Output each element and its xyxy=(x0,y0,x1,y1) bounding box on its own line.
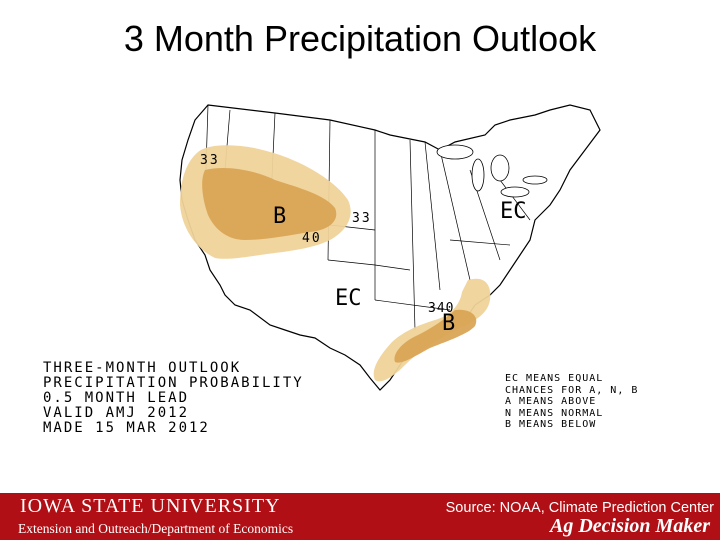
outlook-line: MADE 15 MAR 2012 xyxy=(43,420,210,436)
contour-label-gulf: 340 xyxy=(428,301,454,316)
footer-subtitle: Extension and Outreach/Department of Eco… xyxy=(18,521,294,536)
outlook-line: 0.5 MONTH LEAD xyxy=(43,390,190,406)
contour-label-west-outer: 33 xyxy=(200,153,220,168)
region-label-south-ec: EC xyxy=(335,286,362,311)
contour-label-west-inner: 40 xyxy=(302,231,322,246)
region-label-gulf-b: B xyxy=(442,311,455,336)
outlook-line: PRECIPITATION PROBABILITY xyxy=(43,375,304,391)
ag-decision-maker-logo: Ag Decision Maker xyxy=(550,515,710,537)
outlook-line: THREE-MONTH OUTLOOK xyxy=(43,360,242,376)
slide-title: 3 Month Precipitation Outlook xyxy=(123,18,597,59)
contour-label-west-central: 33 xyxy=(352,211,372,226)
legend-line: N MEANS NORMAL xyxy=(505,407,604,419)
precipitation-outlook-map: 33 33 40 340 B EC EC B xyxy=(30,80,690,455)
legend-line: CHANCES FOR A, N, B xyxy=(505,384,639,396)
region-label-west-b: B xyxy=(273,204,286,229)
outlook-info-text: THREE-MONTH OUTLOOK PRECIPITATION PROBAB… xyxy=(43,361,304,436)
source-note: Source: NOAA, Climate Prediction Center xyxy=(445,500,714,516)
isu-logo: IOWA STATE UNIVERSITY xyxy=(20,495,281,517)
footer-bar: IOWA STATE UNIVERSITY Extension and Outr… xyxy=(0,493,720,540)
outlook-line: VALID AMJ 2012 xyxy=(43,405,190,421)
map-legend: EC MEANS EQUAL CHANCES FOR A, N, B A MEA… xyxy=(505,373,638,431)
legend-line: EC MEANS EQUAL xyxy=(505,373,604,384)
region-label-east-ec: EC xyxy=(500,199,527,224)
west-below-40-area xyxy=(202,168,337,240)
gulf-below-40-area xyxy=(394,309,477,363)
legend-line: A MEANS ABOVE xyxy=(505,396,597,407)
great-lakes xyxy=(436,144,548,198)
legend-line: B MEANS BELOW xyxy=(505,419,597,430)
